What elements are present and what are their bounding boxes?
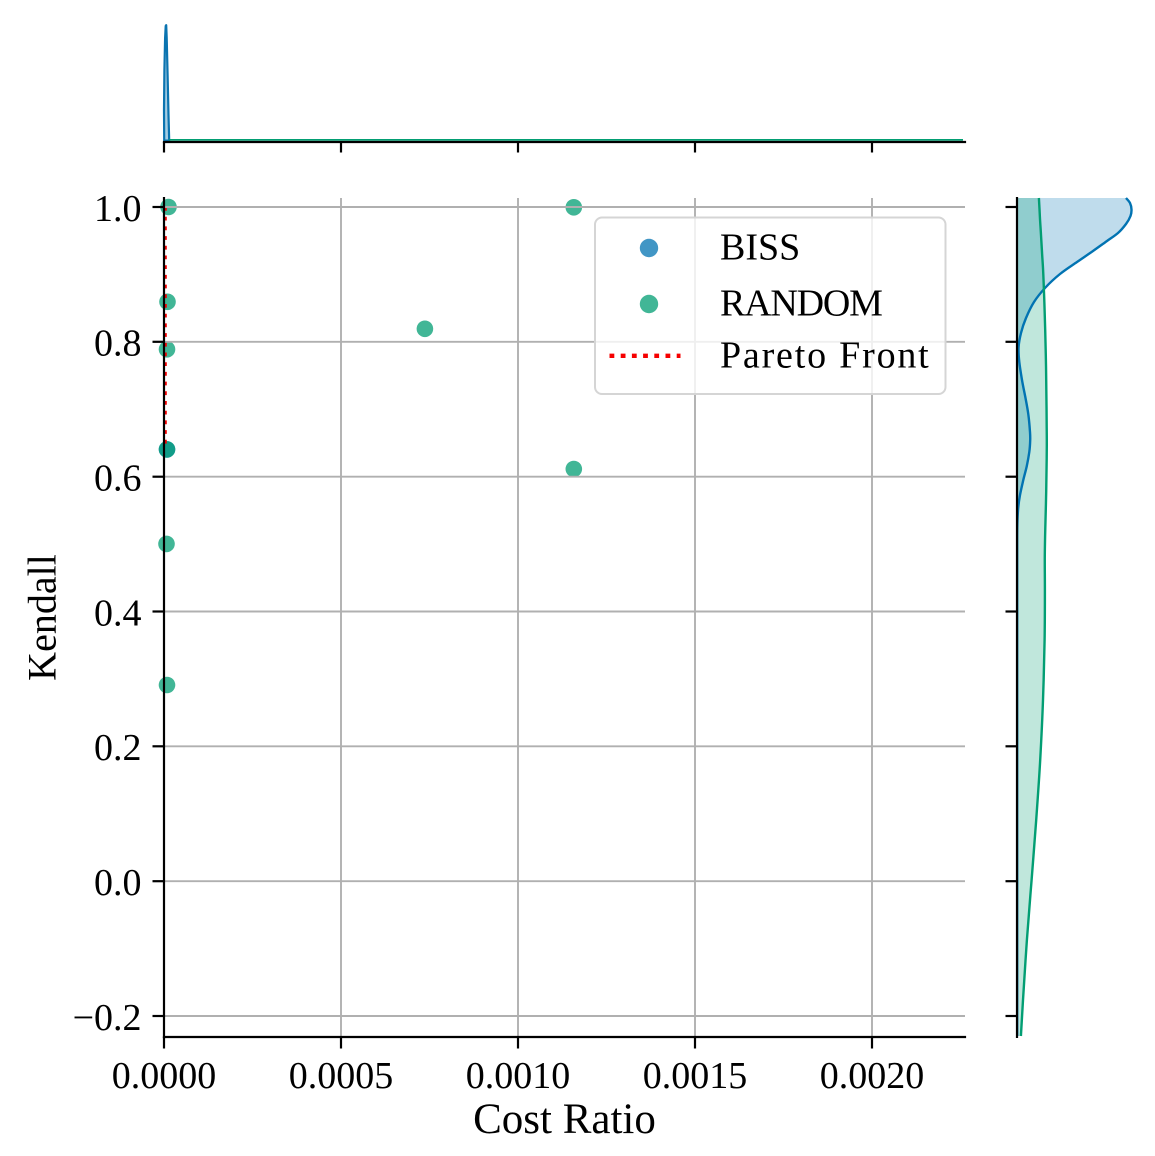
svg-text:0.2: 0.2 (94, 727, 142, 769)
svg-text:−0.2: −0.2 (73, 997, 142, 1039)
svg-text:1.0: 1.0 (94, 188, 142, 230)
svg-text:Pareto Front: Pareto Front (720, 335, 931, 377)
svg-text:Kendall: Kendall (20, 554, 65, 681)
svg-text:0.0000: 0.0000 (112, 1055, 217, 1097)
svg-text:0.4: 0.4 (94, 592, 142, 634)
svg-text:0.6: 0.6 (94, 458, 142, 500)
svg-text:0.0: 0.0 (94, 862, 142, 904)
svg-text:0.0010: 0.0010 (466, 1055, 571, 1097)
svg-text:0.8: 0.8 (94, 323, 142, 365)
svg-text:0.0005: 0.0005 (289, 1055, 394, 1097)
svg-text:RANDOM: RANDOM (720, 283, 882, 325)
svg-text:0.0015: 0.0015 (643, 1055, 748, 1097)
svg-text:0.0020: 0.0020 (820, 1055, 925, 1097)
svg-text:Cost Ratio: Cost Ratio (473, 1096, 656, 1143)
svg-text:BISS: BISS (720, 227, 800, 269)
